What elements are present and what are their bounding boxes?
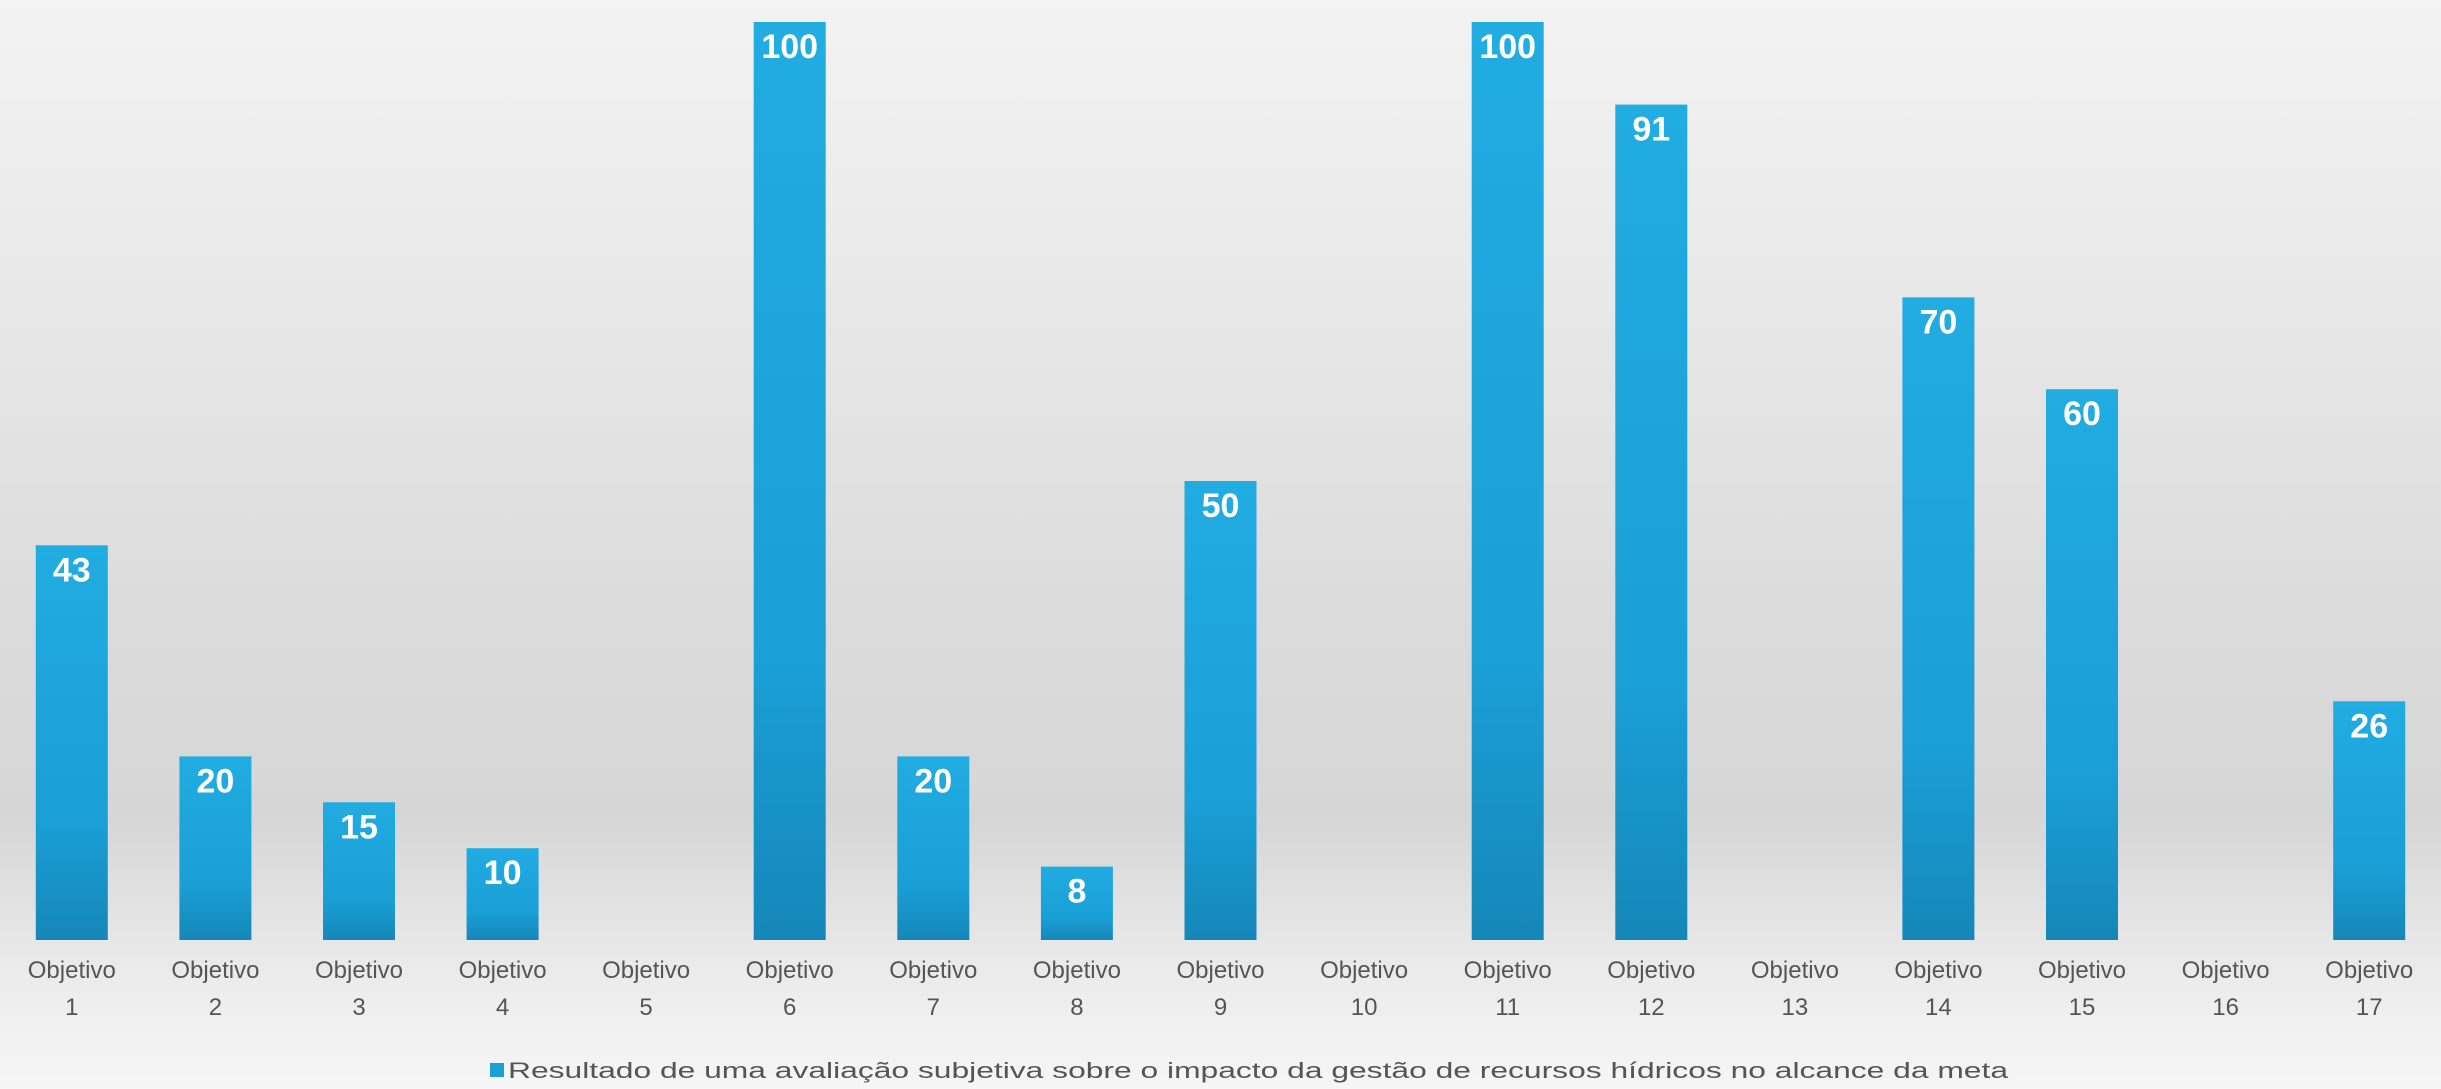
bar-objetivo-6: [753, 22, 826, 940]
data-label-objetivo-9: 50: [1202, 487, 1240, 525]
tick-label-line1: Objetivo: [1320, 957, 1408, 984]
data-label-objetivo-4: 10: [484, 854, 522, 892]
bar-objetivo-2: [179, 756, 252, 940]
data-label-objetivo-3: 15: [340, 808, 378, 846]
bar-objetivo-11: [1471, 22, 1544, 940]
bar-objetivo-9: [1184, 481, 1257, 940]
bar-objetivo-17: [2333, 701, 2406, 940]
tick-label-line2: 14: [1925, 994, 1952, 1021]
tick-label-line2: 9: [1214, 994, 1227, 1021]
tick-label-line2: 15: [2069, 994, 2096, 1021]
tick-label-line1: Objetivo: [171, 957, 259, 984]
tick-label-line1: Objetivo: [1176, 957, 1264, 984]
tick-label-line2: 8: [1070, 994, 1083, 1021]
tick-label-line1: Objetivo: [746, 957, 834, 984]
tick-label-line2: 16: [2212, 994, 2239, 1021]
tick-label-line1: Objetivo: [2038, 957, 2126, 984]
bar-objetivo-4: [466, 848, 539, 940]
tick-label-line1: Objetivo: [1607, 957, 1695, 984]
tick-label-line1: Objetivo: [2182, 957, 2270, 984]
bar-objetivo-14: [1902, 297, 1975, 940]
tick-label-line1: Objetivo: [889, 957, 977, 984]
tick-label-line2: 7: [927, 994, 940, 1021]
data-label-objetivo-15: 60: [2063, 395, 2101, 433]
data-label-objetivo-7: 20: [914, 762, 952, 800]
data-label-objetivo-2: 20: [196, 762, 234, 800]
tick-label-line2: 3: [352, 994, 365, 1021]
tick-label-line2: 10: [1351, 994, 1378, 1021]
bar-objetivo-7: [897, 756, 970, 940]
tick-label-line2: 5: [639, 994, 652, 1021]
tick-label-line2: 11: [1495, 994, 1520, 1021]
data-label-objetivo-14: 70: [1919, 303, 1957, 341]
legend-swatch: [490, 1063, 504, 1077]
tick-label-line1: Objetivo: [602, 957, 690, 984]
data-label-objetivo-11: 100: [1479, 28, 1536, 66]
tick-label-line1: Objetivo: [28, 957, 116, 984]
tick-label-line2: 6: [783, 994, 796, 1021]
bar-objetivo-15: [2046, 389, 2118, 940]
bars-layer: [35, 22, 2406, 941]
data-labels-layer: 43 20 15 10 100 20 8 50 100 91 70 60 26: [53, 28, 2388, 911]
bar-objetivo-1: [35, 545, 108, 940]
tick-label-line2: 1: [65, 994, 78, 1021]
tick-label-line2: 2: [209, 994, 222, 1021]
tick-label-line2: 4: [496, 994, 509, 1021]
data-label-objetivo-1: 43: [53, 551, 91, 589]
tick-label-line1: Objetivo: [1464, 957, 1552, 984]
x-axis-tick-labels: Objetivo 1 Objetivo 2 Objetivo 3 Objetivo 4 Obje…: [28, 957, 2413, 1021]
legend-label: Resultado de uma avaliação subjetiva sob…: [508, 1058, 2009, 1083]
data-label-objetivo-6: 100: [761, 28, 818, 66]
bar-objetivo-8: [1040, 866, 1113, 940]
tick-label-line1: Objetivo: [1033, 957, 1121, 984]
tick-label-line2: 17: [2356, 994, 2383, 1021]
legend: Resultado de uma avaliação subjetiva sob…: [490, 1058, 2009, 1083]
data-label-objetivo-17: 26: [2350, 707, 2388, 745]
bar-objetivo-12: [1615, 104, 1688, 941]
tick-label-line1: Objetivo: [1894, 957, 1982, 984]
data-label-objetivo-12: 91: [1632, 111, 1670, 149]
data-label-objetivo-8: 8: [1067, 873, 1086, 911]
tick-label-line1: Objetivo: [2325, 957, 2413, 984]
tick-label-line1: Objetivo: [459, 957, 547, 984]
tick-label-line1: Objetivo: [1751, 957, 1839, 984]
bar-objetivo-3: [323, 802, 395, 940]
tick-label-line1: Objetivo: [315, 957, 403, 984]
tick-label-line2: 13: [1782, 994, 1809, 1021]
tick-label-line2: 12: [1638, 994, 1665, 1021]
